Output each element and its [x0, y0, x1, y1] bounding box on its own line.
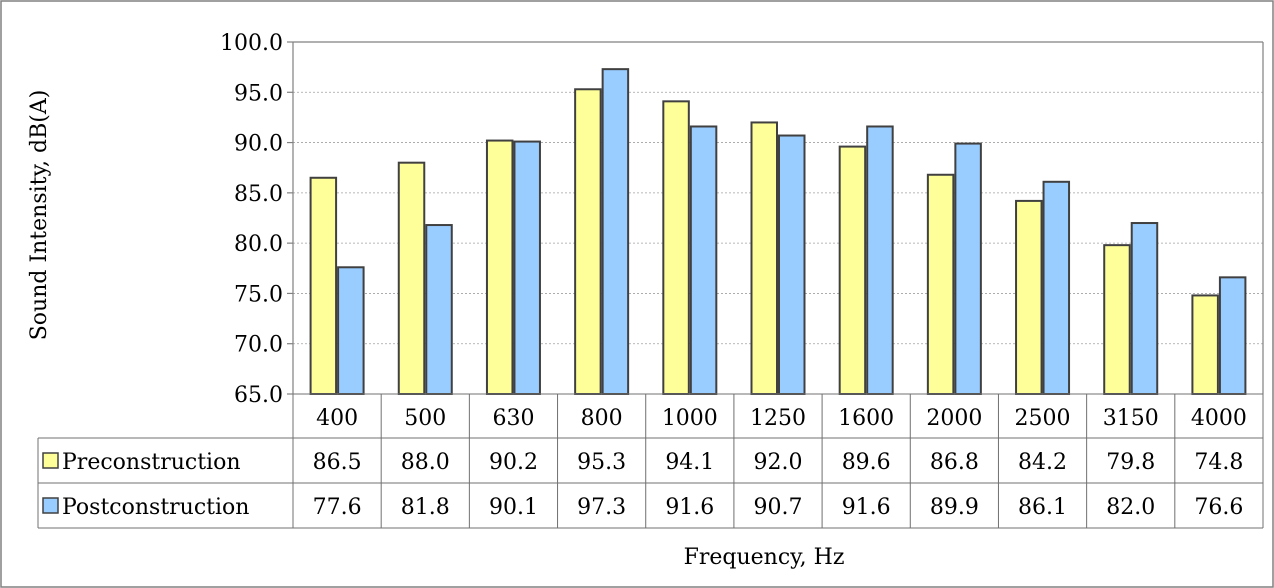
bar-preconstruction-800 [574, 88, 602, 395]
data-value-label: 84.2 [1018, 450, 1067, 475]
data-value-label: 74.8 [1194, 450, 1243, 475]
bar-preconstruction-1600 [838, 145, 867, 395]
data-value-label: 90.2 [489, 450, 538, 475]
y-tick-label: 70.0 [234, 333, 283, 358]
data-value-label: 91.6 [842, 495, 891, 520]
category-label: 1250 [750, 406, 806, 431]
category-label: 4000 [1191, 406, 1247, 431]
data-value-label: 79.8 [1106, 450, 1155, 475]
data-value-label: 89.6 [842, 450, 891, 475]
bar-postconstruction-2500 [1042, 180, 1071, 395]
bar-preconstruction-500 [397, 161, 426, 395]
category-label: 1000 [662, 406, 718, 431]
bar-preconstruction-630 [485, 139, 514, 395]
y-tick-label: 90.0 [234, 132, 283, 157]
axes: 65.0 70.0 75.0 80.0 85.0 90.0 95.0 100.0 [220, 31, 1264, 408]
y-tick-label: 65.0 [234, 383, 283, 408]
bar-preconstruction-2000 [926, 173, 955, 395]
data-value-label: 77.6 [313, 495, 362, 520]
data-value-label: 97.3 [577, 495, 626, 520]
bar-postconstruction-2000 [954, 142, 982, 395]
bar-preconstruction-400 [309, 176, 338, 395]
data-table: 400 500 630 800 1000 1250 1600 2000 2500 3150 4000… [37, 393, 1264, 529]
y-axis-title: Sound Intensity, dB(A) [27, 90, 52, 341]
data-value-label: 90.1 [489, 495, 538, 520]
data-value-label: 86.8 [930, 450, 979, 475]
bar-postconstruction-500 [425, 224, 453, 395]
legend-key-postconstruction [42, 497, 59, 514]
data-value-label: 95.3 [577, 450, 626, 475]
category-label: 500 [404, 406, 446, 431]
data-value-label: 90.7 [754, 495, 803, 520]
category-label: 3150 [1103, 406, 1159, 431]
bar-postconstruction-800 [601, 68, 630, 395]
y-tick-label: 95.0 [234, 81, 283, 106]
bar-postconstruction-630 [513, 140, 541, 395]
series-name: Preconstruction [62, 450, 241, 475]
category-label: 630 [492, 406, 534, 431]
bar-preconstruction-3150 [1103, 244, 1131, 395]
data-value-label: 89.9 [930, 495, 979, 520]
bar-postconstruction-1250 [778, 134, 806, 395]
data-value-label: 91.6 [665, 495, 714, 520]
bar-postconstruction-1600 [866, 125, 894, 395]
data-value-label: 82.0 [1106, 495, 1155, 520]
y-tick-label: 100.0 [220, 31, 283, 56]
y-tick-label: 75.0 [234, 282, 283, 307]
bar-postconstruction-4000 [1218, 276, 1247, 395]
y-tick-label: 85.0 [234, 182, 283, 207]
data-value-label: 86.5 [313, 450, 362, 475]
bars [309, 68, 1247, 396]
data-value-label: 92.0 [754, 450, 803, 475]
data-value-label: 94.1 [665, 450, 714, 475]
category-label: 2000 [926, 406, 982, 431]
data-value-label: 86.1 [1018, 495, 1067, 520]
bar-preconstruction-4000 [1191, 294, 1219, 395]
bar-preconstruction-1250 [750, 121, 778, 395]
category-label: 800 [581, 406, 623, 431]
legend-key-preconstruction [42, 452, 59, 469]
bar-postconstruction-400 [337, 266, 365, 395]
bar-preconstruction-2500 [1015, 199, 1043, 395]
category-label: 2500 [1015, 406, 1071, 431]
data-value-label: 76.6 [1194, 495, 1243, 520]
category-label: 400 [316, 406, 358, 431]
data-value-label: 81.8 [401, 495, 450, 520]
bar-preconstruction-1000 [662, 100, 690, 396]
y-tick-label: 80.0 [234, 232, 283, 257]
x-axis-title: Frequency, Hz [684, 545, 845, 570]
series-name: Postconstruction [62, 495, 249, 520]
bar-postconstruction-3150 [1130, 222, 1159, 395]
data-value-label: 88.0 [401, 450, 450, 475]
bar-postconstruction-1000 [689, 125, 718, 395]
category-label: 1600 [838, 406, 894, 431]
